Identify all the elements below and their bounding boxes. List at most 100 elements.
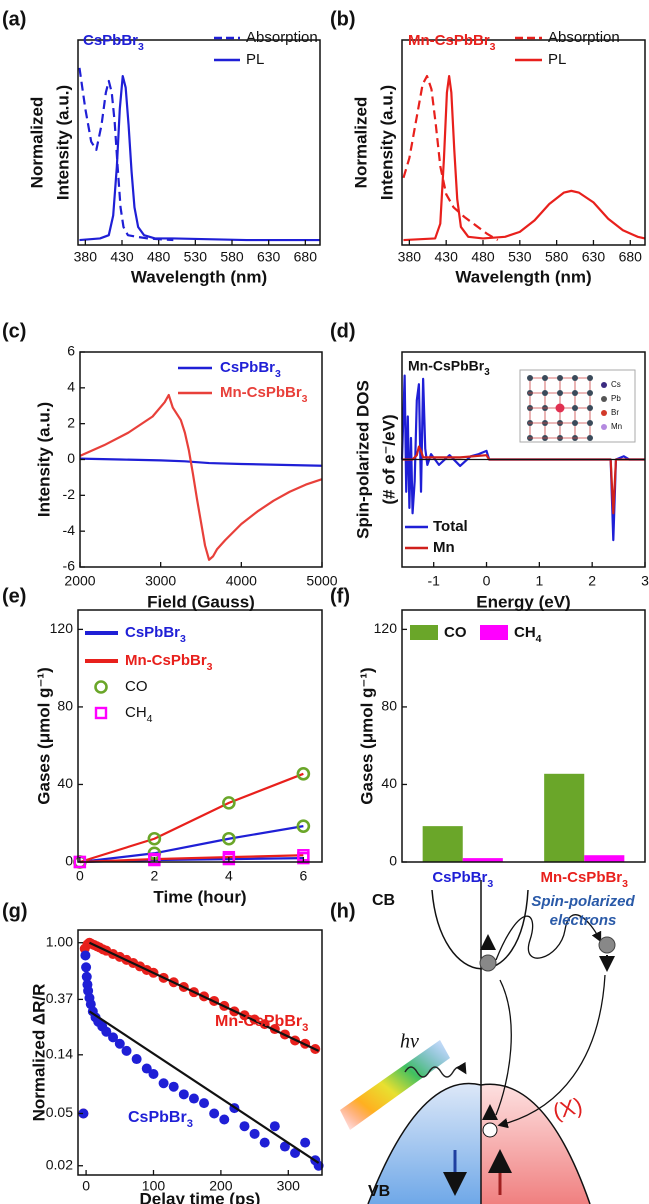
x-axis-label: Delay time (ps) [140, 1189, 261, 1204]
plot-frame [401, 609, 646, 863]
lattice-atom [557, 375, 563, 381]
electron [598, 936, 616, 954]
lattice-atom [572, 375, 578, 381]
legend-label: Total [433, 518, 468, 535]
legend-swatch [94, 706, 108, 720]
subscript: 3 [302, 1022, 308, 1034]
x-tick-label: 2000 [64, 573, 95, 589]
data-point [108, 1032, 119, 1043]
x-axis-label: Field (Gauss) [147, 592, 255, 611]
data-line [78, 67, 174, 242]
x-tick-label: 580 [545, 249, 569, 265]
data-line [79, 825, 304, 864]
plot-frame [77, 929, 323, 1176]
data-line [402, 445, 645, 515]
fit-line [88, 1010, 320, 1164]
subscript: 4 [536, 633, 542, 645]
y-tick-label: 0 [67, 450, 75, 466]
lattice-atom [587, 405, 593, 411]
inset-legend-dot [601, 396, 607, 402]
data-line [79, 393, 323, 561]
legend-swatch [410, 625, 438, 640]
x-tick-label: 0 [82, 1178, 90, 1194]
data-point [178, 1089, 189, 1100]
inset-legend-dot [601, 410, 607, 416]
y-axis-label: Intensity (a.u.) [34, 402, 53, 517]
y-axis-label: Spin-polarized DOS [353, 380, 372, 539]
bar [422, 826, 463, 862]
x-tick-label: 530 [508, 249, 532, 265]
cb-label: CB [372, 892, 395, 909]
subscript: 3 [302, 393, 308, 405]
vb-label: VB [368, 1183, 390, 1200]
data-point [313, 1160, 324, 1171]
y-axis-label: Gases (μmol g⁻¹) [357, 667, 376, 804]
photon-label: hν [400, 1031, 419, 1053]
y-tick-label: 6 [67, 343, 75, 359]
plot-frame [77, 39, 321, 246]
data-point [141, 1063, 152, 1074]
y-axis-label: Normalized [351, 97, 370, 189]
y-tick-label: 0 [65, 853, 73, 869]
y-tick-label: 0.02 [46, 1156, 73, 1172]
inset-legend-label: Cs [611, 380, 621, 389]
y-axis-label: Normalized ΔR/R [29, 984, 48, 1122]
data-line [79, 457, 323, 467]
data-point [148, 1068, 159, 1079]
panel-label: (c) [2, 320, 26, 342]
x-tick-label: 4 [225, 868, 233, 884]
bar [544, 773, 585, 862]
annotation: Mn-CsPbBr3 [408, 32, 496, 53]
data-point [147, 831, 162, 846]
legend-label: PL [246, 51, 264, 68]
band-diagram: (h) hν CB VB Spin-polarized electrons (X… [330, 880, 636, 1204]
x-tick-label: 630 [582, 249, 606, 265]
lattice-atom [587, 390, 593, 396]
x-tick-label: 2 [150, 868, 158, 884]
inset-legend-dot [601, 424, 607, 430]
y-tick-label: 1.00 [46, 933, 73, 949]
y-axis-label: Intensity (a.u.) [377, 85, 396, 200]
data-line [403, 74, 646, 242]
data-point [249, 1128, 260, 1139]
x-tick-label: 5000 [306, 573, 337, 589]
data-point [222, 831, 236, 846]
legend-label: CH4 [125, 704, 153, 725]
lattice-atom [572, 420, 578, 426]
panel-label: (h) [330, 900, 356, 922]
y-tick-label: 80 [381, 698, 397, 714]
lattice-atom [572, 390, 578, 396]
x-tick-label: 530 [184, 249, 208, 265]
electron [479, 954, 497, 972]
inset-legend-label: Mn [611, 422, 622, 431]
conduction-band-edge [431, 889, 529, 970]
y-tick-label: -2 [63, 486, 76, 502]
x-tick-label: 2 [588, 573, 596, 589]
lattice-atom [557, 390, 563, 396]
y-axis-label: Intensity (a.u.) [53, 85, 72, 200]
x-tick-label: 6 [299, 868, 307, 884]
x-tick-label: 630 [257, 249, 281, 265]
x-tick-label: 480 [147, 249, 171, 265]
data-point [81, 962, 92, 973]
panel-label: (f) [330, 585, 350, 607]
data-line [79, 854, 304, 864]
subscript: 4 [147, 713, 153, 725]
y-tick-label: 4 [67, 379, 75, 395]
x-tick-label: 430 [110, 249, 134, 265]
lattice-atom [587, 375, 593, 381]
legend-swatch [94, 680, 108, 694]
x-tick-label: 1 [535, 573, 543, 589]
hole [482, 1122, 498, 1138]
panel-label: (b) [330, 8, 356, 30]
subscript: 3 [180, 633, 186, 645]
subscript: 3 [490, 41, 496, 53]
plot-frame [77, 609, 323, 863]
y-tick-label: 120 [50, 620, 74, 636]
lattice-atom [572, 405, 578, 411]
subscript: 3 [487, 878, 493, 890]
lattice-atom [587, 435, 593, 441]
legend-label: CO [444, 624, 467, 641]
